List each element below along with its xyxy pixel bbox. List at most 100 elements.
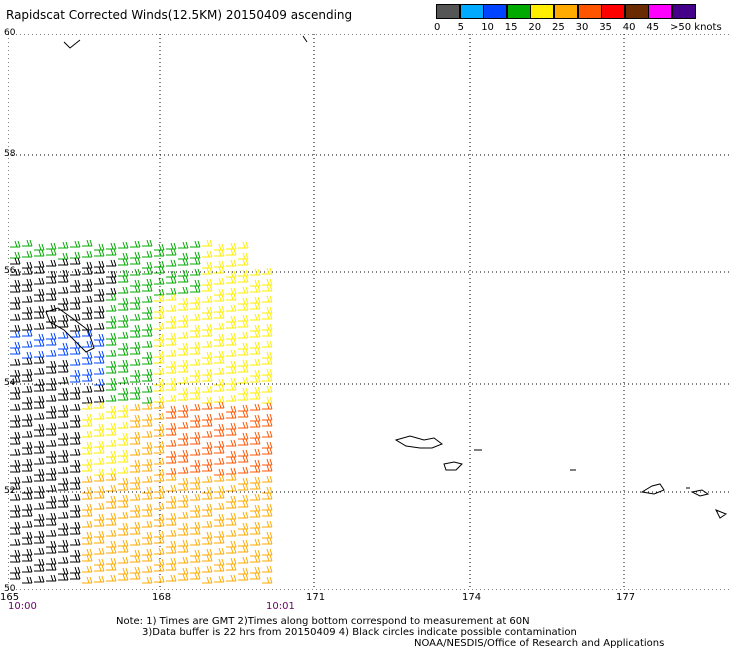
note-line-2: 3)Data buffer is 22 hrs from 20150409 4)…	[142, 627, 577, 638]
wind-barb	[202, 284, 213, 292]
wind-barb	[34, 519, 45, 527]
wind-barb	[226, 574, 237, 582]
wind-barb	[58, 393, 69, 401]
wind-barb	[262, 419, 273, 427]
wind-barb	[226, 411, 237, 419]
wind-barb	[250, 420, 261, 428]
wind-barb	[34, 367, 45, 375]
wind-barb	[238, 528, 249, 536]
wind-barb	[214, 356, 225, 364]
wind-barb	[214, 474, 225, 482]
wind-barb	[250, 313, 261, 321]
wind-barb	[202, 464, 213, 472]
wind-barb	[34, 339, 45, 347]
wind-barb	[94, 322, 105, 330]
wind-barb	[142, 537, 153, 545]
legend-label: 25	[552, 22, 565, 33]
wind-barb	[142, 509, 153, 517]
wind-barb	[106, 563, 117, 571]
wind-barb	[82, 250, 93, 258]
wind-barb	[178, 438, 189, 446]
wind-barb	[10, 330, 21, 338]
wind-barb	[82, 340, 93, 348]
wind-barb	[46, 529, 57, 537]
wind-barb	[202, 239, 213, 247]
wind-barb	[82, 509, 93, 517]
wind-barb	[226, 456, 237, 464]
wind-barb	[70, 527, 81, 535]
wind-barb	[46, 349, 57, 357]
wind-barb	[166, 293, 177, 301]
wind-barb	[10, 285, 21, 293]
wind-barb	[214, 384, 225, 392]
wind-barb	[70, 465, 81, 473]
wind-barb	[190, 555, 201, 563]
time-label-right: 10:01	[266, 601, 295, 612]
legend-swatch	[483, 4, 508, 19]
wind-barb	[130, 302, 141, 310]
wind-barb	[238, 573, 249, 581]
wind-barb	[22, 447, 33, 455]
wind-barb	[238, 455, 249, 463]
wind-barb	[214, 429, 225, 437]
wind-barb	[94, 277, 105, 285]
wind-barb	[214, 575, 225, 583]
wind-barb	[106, 484, 117, 492]
wind-barb	[130, 403, 141, 411]
wind-barb	[22, 576, 33, 584]
legend-swatch	[554, 4, 578, 19]
wind-barb	[130, 257, 141, 265]
wind-barb	[70, 448, 81, 456]
wind-barb	[166, 304, 177, 312]
wind-barb	[202, 385, 213, 393]
wind-barb	[190, 257, 201, 265]
wind-barb	[106, 338, 117, 346]
wind-barb	[94, 412, 105, 420]
legend-label: 0	[434, 22, 441, 33]
wind-barb	[142, 284, 153, 292]
note-line-3: NOAA/NESDIS/Office of Research and Appli…	[414, 638, 665, 649]
wind-barb	[22, 295, 33, 303]
wind-barb	[142, 565, 153, 573]
wind-barb	[70, 403, 81, 411]
wind-barb	[202, 250, 213, 258]
wind-barb	[34, 547, 45, 555]
wind-barb	[118, 286, 129, 294]
wind-barb	[94, 339, 105, 347]
wind-barb	[22, 520, 33, 528]
wind-barb	[106, 259, 117, 267]
wind-barb	[70, 257, 81, 265]
wind-barb	[70, 392, 81, 400]
wind-barb	[70, 420, 81, 428]
wind-barb	[142, 295, 153, 303]
wind-barb	[58, 545, 69, 553]
wind-barb	[34, 249, 45, 257]
wind-barb	[82, 492, 93, 500]
wind-barb	[46, 518, 57, 526]
wind-barb	[10, 482, 21, 490]
wind-barb	[238, 320, 249, 328]
wind-barb	[106, 276, 117, 284]
wind-barb	[46, 563, 57, 571]
wind-barb	[190, 302, 201, 310]
wind-barb	[10, 510, 21, 518]
wind-barb	[34, 294, 45, 302]
wind-barb	[238, 511, 249, 519]
wind-barb	[262, 295, 273, 303]
wind-barb	[250, 437, 261, 445]
wind-barb	[226, 304, 237, 312]
wind-barb	[34, 322, 45, 330]
wind-barb	[94, 266, 105, 274]
wind-barb	[190, 448, 201, 456]
wind-barb	[154, 401, 165, 409]
wind-barb	[154, 367, 165, 375]
lat-label: 54	[4, 378, 16, 388]
wind-barb	[22, 312, 33, 320]
wind-barb	[262, 509, 273, 517]
wind-barb	[142, 475, 153, 483]
wind-barb	[82, 312, 93, 320]
wind-barb	[154, 502, 165, 510]
wind-barb	[142, 329, 153, 337]
wind-barb	[166, 529, 177, 537]
wind-barb	[82, 402, 93, 410]
